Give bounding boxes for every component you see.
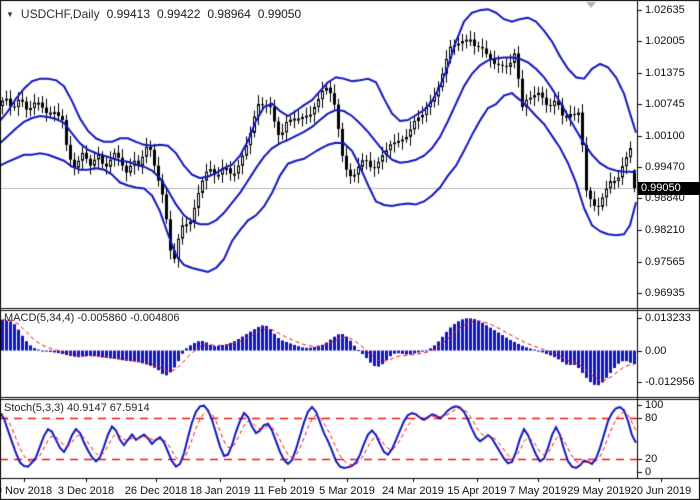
price-axis-tick: 1.00100 — [645, 129, 685, 142]
low-value: 0.98964 — [207, 7, 251, 21]
ohlc-values: 0.99413 0.99422 0.98964 0.99050 — [107, 7, 302, 21]
current-price-tag: 0.99050 — [638, 182, 700, 195]
price-axis-tick: 0.97565 — [645, 255, 685, 268]
price-axis-tick: 0.99470 — [645, 161, 685, 174]
symbol-dropdown-icon[interactable]: ▼ — [6, 9, 14, 19]
time-axis[interactable]: 9 Nov 2018 3 Dec 2018 26 Dec 2018 18 Jan 20… — [0, 478, 700, 500]
macd-axis-tick: 0.00 — [645, 344, 667, 357]
open-value: 0.99413 — [106, 7, 150, 21]
high-value: 0.99422 — [157, 7, 201, 21]
date-label: 24 Mar 2019 — [382, 485, 444, 497]
macd-name: MACD(5,34,4) — [4, 312, 75, 324]
date-label: 26 Dec 2018 — [124, 485, 188, 497]
date-label: 3 Dec 2018 — [57, 485, 115, 497]
macd-axis-tick: 0.013233 — [645, 312, 691, 324]
price-axis-tick: 0.98210 — [645, 223, 685, 236]
date-label: 9 Nov 2018 — [0, 485, 53, 497]
price-axis-tick: 1.01375 — [645, 66, 685, 79]
date-label: 18 Jan 2019 — [189, 485, 251, 497]
stoch-indicator-label: Stoch(5,3,3) 40.9147 67.5914 — [4, 402, 150, 414]
date-label: 5 Mar 2019 — [319, 485, 375, 497]
date-label: 20 Jun 2019 — [630, 485, 692, 497]
chart-title: ▼ USDCHF,Daily 0.99413 0.99422 0.98964 0… — [6, 7, 301, 21]
price-axis-tick: 1.02005 — [645, 35, 685, 48]
stoch-axis-tick: 0 — [645, 465, 652, 478]
date-label: 11 Feb 2019 — [253, 485, 315, 497]
stoch-values: 40.9147 67.5914 — [66, 402, 150, 414]
price-axis[interactable]: 1.02635 1.02005 1.01375 1.00745 1.00100 0.994… — [637, 0, 700, 478]
symbol-name: USDCHF,Daily — [20, 7, 100, 21]
macd-values: -0.005860 -0.004806 — [77, 312, 180, 324]
stoch-name: Stoch(5,3,3) — [4, 402, 64, 414]
macd-axis-tick: -0.012956 — [645, 376, 695, 389]
date-label: 29 May 2019 — [567, 485, 631, 497]
price-axis-tick: 0.98840 — [645, 192, 685, 205]
date-label: 7 May 2019 — [509, 485, 567, 497]
macd-indicator-label: MACD(5,34,4) -0.005860 -0.004806 — [4, 312, 180, 324]
close-value: 0.99050 — [257, 7, 302, 21]
stoch-axis-tick: 20 — [645, 452, 658, 465]
stoch-axis-tick: 80 — [645, 412, 658, 425]
price-axis-tick: 1.02635 — [645, 3, 685, 16]
stoch-axis-tick: 100 — [645, 399, 664, 412]
price-axis-tick: 1.00745 — [645, 97, 685, 110]
date-label: 15 Apr 2019 — [447, 485, 507, 497]
price-axis-tick: 0.96935 — [645, 287, 685, 300]
